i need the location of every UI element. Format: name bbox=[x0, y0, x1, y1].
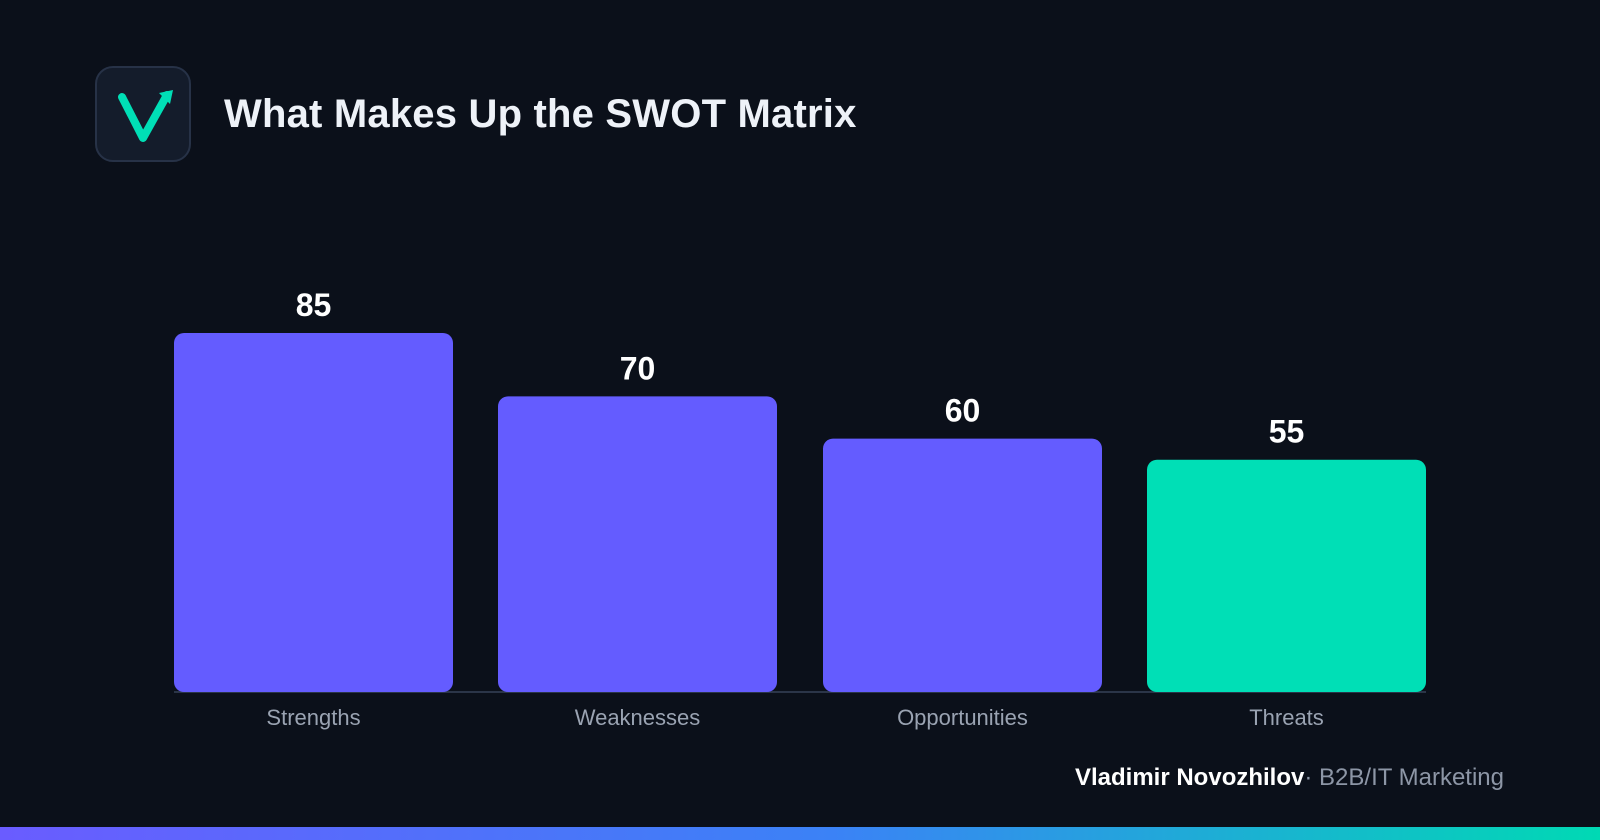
page-title: What Makes Up the SWOT Matrix bbox=[224, 92, 857, 136]
data-label-weaknesses: 70 bbox=[620, 350, 656, 386]
checkmark-arrow-logo-icon bbox=[118, 90, 173, 142]
brand-logo bbox=[95, 66, 191, 162]
bar-opportunities bbox=[823, 438, 1102, 692]
bottom-gradient-bar bbox=[0, 827, 1600, 840]
bar-threats bbox=[1147, 459, 1426, 692]
x-tick-weaknesses: Weaknesses bbox=[575, 705, 701, 730]
author-credit: Vladimir Novozhilov· B2B/IT Marketing bbox=[1075, 763, 1504, 793]
credit-separator: · bbox=[1304, 764, 1313, 791]
author-name: Vladimir Novozhilov bbox=[1074, 764, 1305, 791]
x-tick-opportunities: Opportunities bbox=[897, 705, 1028, 730]
x-tick-strengths: Strengths bbox=[266, 705, 360, 730]
data-label-threats: 55 bbox=[1269, 414, 1305, 450]
data-label-opportunities: 60 bbox=[945, 393, 981, 429]
data-label-strengths: 85 bbox=[296, 287, 332, 323]
bar-weaknesses bbox=[498, 396, 777, 692]
bar-strengths bbox=[174, 333, 453, 692]
author-role: B2B/IT Marketing bbox=[1319, 764, 1504, 791]
x-tick-threats: Threats bbox=[1249, 705, 1324, 730]
